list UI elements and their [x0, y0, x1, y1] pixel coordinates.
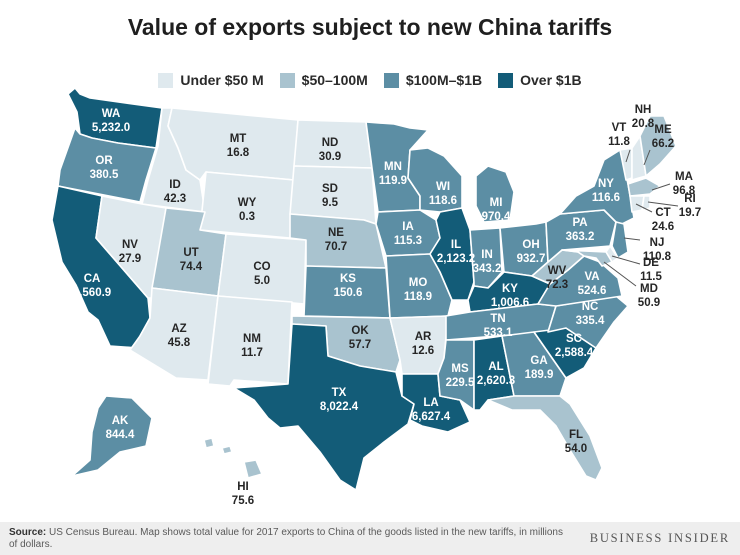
callout-line-md — [603, 261, 637, 287]
state-label-ga: GA 189.9 — [525, 355, 554, 381]
state-ia — [375, 209, 441, 257]
state-label-ar: AR 12.6 — [412, 331, 434, 357]
state-label-ny: NY 116.6 — [592, 178, 620, 204]
callout-line-nh — [643, 149, 651, 166]
state-label-wy: WY 0.3 — [238, 197, 257, 223]
state-label-pa: PA 363.2 — [566, 217, 595, 243]
callout-line-de — [611, 255, 641, 265]
us-states-map: WA 5,232.0 OR 380.5 CA 4,560.9 ID 42.3 NV 27.… — [51, 87, 701, 507]
state-ma — [627, 177, 661, 197]
state-label-md: MD 50.9 — [638, 283, 660, 309]
state-label-hi: HI 75.6 — [232, 481, 254, 507]
state-label-nc: NC 335.4 — [576, 301, 605, 327]
state-mi — [475, 165, 515, 223]
state-label-ut: UT 74.4 — [180, 247, 203, 273]
state-label-al: AL 2,620.3 — [477, 361, 515, 387]
legend-swatch — [279, 72, 295, 88]
state-label-nd: ND 30.9 — [319, 137, 341, 163]
callout-lines — [603, 149, 679, 287]
state-label-ak: AK 844.4 — [106, 415, 135, 441]
callout-line-ri — [647, 201, 679, 207]
state-label-mt: MT 16.8 — [227, 133, 250, 159]
state-label-ky: KY 1,006.6 — [491, 283, 529, 309]
state-label-ca: CA 4,560.9 — [73, 273, 111, 299]
state-il — [429, 207, 475, 301]
state-label-nm: NM 11.7 — [241, 333, 263, 359]
state-label-az: AZ 45.8 — [168, 323, 191, 349]
legend-label: Under $50 M — [180, 72, 264, 88]
state-label-sd: SD 9.5 — [322, 183, 339, 209]
state-label-wv: WV 72.3 — [546, 265, 568, 291]
state-or — [57, 127, 157, 203]
legend-item-tier-0: Under $50 M — [158, 72, 264, 88]
state-label-wi: WI 118.6 — [429, 181, 457, 207]
state-label-de: DE 11.5 — [640, 257, 662, 283]
state-nm — [207, 295, 293, 387]
legend-swatch — [158, 72, 174, 88]
legend-item-tier-1: $50–100M — [279, 72, 368, 88]
state-label-sc: SC 2,588.4 — [555, 333, 594, 359]
source-note: Source: US Census Bureau. Map shows tota… — [9, 527, 569, 551]
map-title: Value of exports subject to new China ta… — [127, 14, 613, 40]
state-label-mn: MN 119.9 — [379, 161, 407, 187]
state-ga — [501, 331, 567, 397]
state-ak — [71, 395, 153, 477]
state-label-ks: KS 150.6 — [334, 273, 363, 299]
state-label-co: CO 5.0 — [253, 261, 270, 287]
state-label-id: ID 42.3 — [164, 179, 186, 205]
legend-label: $100M–$1B — [405, 72, 483, 88]
state-label-mi: MI 970.4 — [482, 197, 511, 223]
state-label-ri: RI 19.7 — [679, 193, 701, 219]
state-label-ms: MS 229.5 — [446, 363, 475, 389]
state-label-ne: NE 70.7 — [325, 227, 347, 253]
state-label-nv: NV 27.9 — [119, 239, 141, 265]
state-label-or: OR 380.5 — [90, 155, 119, 181]
state-md — [561, 249, 613, 267]
source-text: US Census Bureau. Map shows total value … — [9, 527, 563, 550]
state-label-wa: WA 5,232.0 — [92, 108, 130, 134]
legend-swatch — [383, 72, 399, 88]
state-label-tn: TN 533.1 — [484, 313, 513, 339]
state-ri — [641, 195, 651, 211]
state-label-va: VA 524.6 — [578, 271, 607, 297]
state-labels: WA 5,232.0 OR 380.5 CA 4,560.9 ID 42.3 NV 27.… — [73, 104, 701, 507]
state-label-ia: IA 115.3 — [394, 221, 422, 247]
state-label-mo: MO 118.9 — [404, 277, 432, 303]
callout-line-ct — [635, 203, 653, 213]
legend-label: $50–100M — [301, 72, 368, 88]
business-insider-logo: BUSINESS INSIDER — [589, 531, 730, 545]
state-label-in: IN 343.2 — [473, 249, 502, 275]
state-label-la: LA 6,627.4 — [412, 397, 451, 423]
legend-swatch — [498, 72, 514, 88]
footer: Source: US Census Bureau. Map shows tota… — [0, 522, 740, 555]
legend-label: Over $1B — [520, 72, 582, 88]
legend-item-tier-3: Over $1B — [498, 72, 582, 88]
callout-line-nj — [623, 237, 641, 241]
state-label-ok: OK 57.7 — [349, 325, 371, 351]
state-label-ct: CT 24.6 — [652, 207, 674, 233]
legend-item-tier-2: $100M–$1B — [383, 72, 483, 88]
state-fl — [487, 395, 603, 481]
state-label-vt: VT 11.8 — [608, 122, 630, 148]
state-label-il: IL 2,123.2 — [437, 239, 475, 265]
legend: Under $50 M $50–100M $100M–$1B Over $1B — [0, 72, 740, 88]
state-hi — [203, 437, 263, 479]
source-label: Source: — [9, 527, 47, 538]
state-tx — [233, 323, 415, 491]
state-label-fl: FL 54.0 — [565, 429, 587, 455]
state-nj — [611, 221, 629, 259]
callout-line-ma — [651, 183, 671, 191]
state-label-tx: TX 8,022.4 — [320, 387, 359, 413]
state-label-nj: NJ 110.8 — [643, 237, 672, 263]
state-me — [639, 115, 677, 177]
state-label-nh: NH 20.8 — [632, 104, 655, 130]
state-label-oh: OH 932.7 — [517, 239, 546, 265]
state-label-me: ME 66.2 — [652, 124, 674, 150]
callout-line-vt — [625, 149, 631, 163]
state-label-ma: MA 96.8 — [673, 171, 696, 197]
